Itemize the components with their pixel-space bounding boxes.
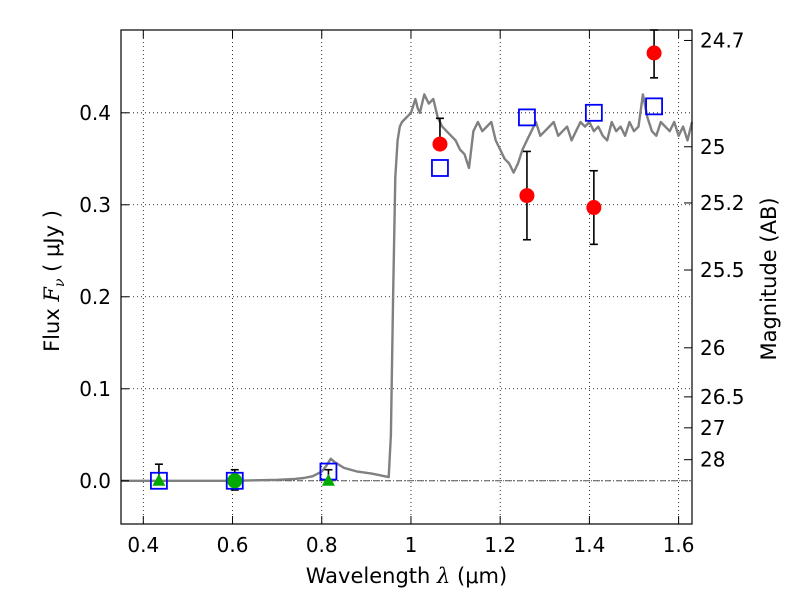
y-tick-label: 0.1 bbox=[79, 377, 111, 401]
x-tick-label: 0.4 bbox=[127, 533, 159, 557]
y-tick-label: 0.4 bbox=[79, 101, 111, 125]
axis-ticks bbox=[121, 30, 692, 524]
spectrum-line bbox=[121, 93, 694, 482]
x-tick-label: 1.2 bbox=[484, 533, 516, 557]
tick-labels: 0.4 0.6 0.8 1 1.2 1.4 1.6 0.0 0.1 0.2 0.3 0.4 24.7 25… bbox=[79, 28, 744, 557]
y-axis-label: Flux Fν ( μJy ) bbox=[40, 210, 68, 352]
error-bars bbox=[154, 29, 659, 491]
right-tick-label: 25.2 bbox=[700, 191, 745, 215]
spectrum-series bbox=[121, 93, 694, 482]
model-square bbox=[225, 471, 244, 490]
right-tick-label: 26.5 bbox=[700, 385, 745, 409]
right-tick-label: 24.7 bbox=[700, 28, 745, 52]
x-tick-label: 0.8 bbox=[306, 533, 338, 557]
right-tick-label: 28 bbox=[700, 448, 725, 472]
model-square bbox=[584, 103, 603, 122]
upper-limit-triangle bbox=[152, 473, 166, 486]
x-tick-label: 1.6 bbox=[663, 533, 695, 557]
model-square bbox=[518, 108, 536, 127]
model-square bbox=[431, 159, 449, 177]
y-tick-label: 0.2 bbox=[79, 285, 111, 309]
x-tick-label: 1.4 bbox=[573, 533, 605, 557]
grid bbox=[121, 30, 692, 524]
model-square bbox=[645, 97, 663, 116]
detection-point bbox=[227, 473, 243, 489]
x-tick-label: 0.6 bbox=[217, 533, 249, 557]
x-tick-label: 1 bbox=[405, 533, 418, 557]
right-tick-label: 25 bbox=[700, 135, 725, 159]
measured-point bbox=[519, 188, 535, 204]
plot-frame bbox=[120, 29, 693, 525]
measured-point bbox=[646, 45, 662, 61]
markers bbox=[150, 45, 663, 490]
y-tick-label: 0.3 bbox=[79, 193, 111, 217]
right-tick-label: 26 bbox=[700, 336, 725, 360]
model-square bbox=[150, 471, 168, 490]
right-tick-label: 25.5 bbox=[700, 258, 745, 282]
x-axis-label: Wavelength λ (μm) bbox=[306, 564, 507, 588]
measured-point bbox=[432, 136, 448, 152]
measured-point bbox=[586, 200, 602, 216]
y-tick-label: 0.0 bbox=[79, 469, 111, 493]
right-tick-label: 27 bbox=[700, 416, 725, 440]
upper-limit-triangle bbox=[321, 473, 335, 486]
right-axis-label: Magnitude (AB) bbox=[757, 197, 781, 360]
